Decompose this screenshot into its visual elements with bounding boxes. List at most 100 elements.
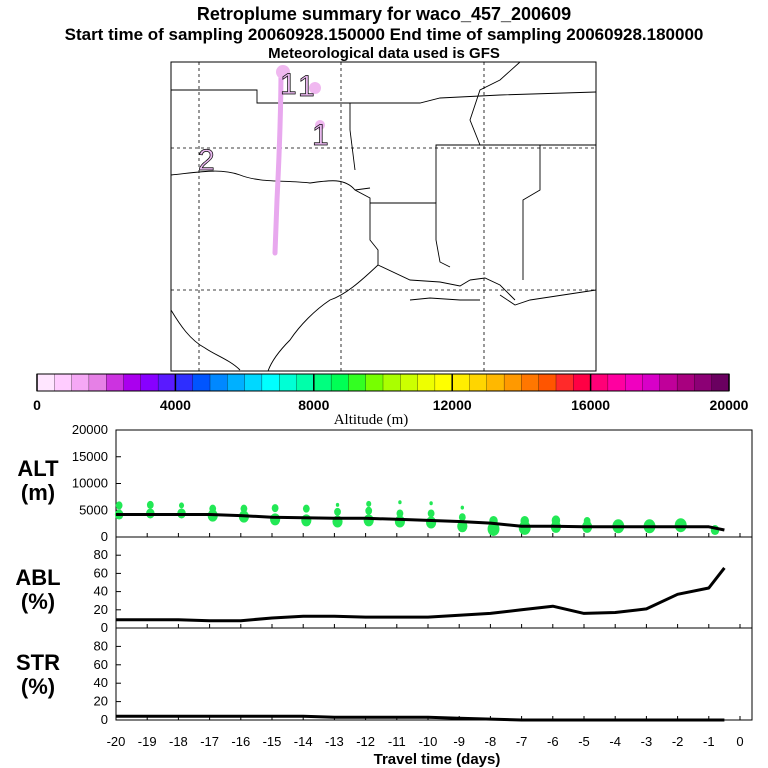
colorbar-cells xyxy=(36,373,730,392)
x-tick-label: -5 xyxy=(578,734,590,749)
series-line xyxy=(116,566,726,623)
altitude-point xyxy=(335,502,340,507)
cluster-labels: 1 1 1 2 xyxy=(198,68,329,178)
panel-0: 20000 15000 10000 5000 0 xyxy=(72,422,753,544)
altitude-point xyxy=(240,504,248,513)
x-tick-label: -13 xyxy=(325,734,344,749)
series-line xyxy=(116,513,725,532)
cluster-label: 1 xyxy=(298,70,315,103)
x-axis-title: Travel time (days) xyxy=(374,751,501,768)
altitude-point xyxy=(427,509,435,518)
altitude-point xyxy=(365,506,373,515)
y-tick-label: 15000 xyxy=(72,449,108,464)
met-data-note: Meteorological data used is GFS xyxy=(268,45,500,62)
x-tick-label: -17 xyxy=(200,734,219,749)
x-tick-label: -10 xyxy=(419,734,438,749)
series-line xyxy=(116,714,725,722)
str-panel-unit: (%) xyxy=(21,674,55,699)
x-tick-label: -1 xyxy=(703,734,715,749)
altitude-point xyxy=(146,500,154,509)
altitude-point xyxy=(583,516,591,525)
x-tick-label: -15 xyxy=(263,734,282,749)
altitude-point xyxy=(396,509,404,518)
x-tick-label: -4 xyxy=(609,734,621,749)
panel-1: 80 60 40 20 0 xyxy=(94,536,753,635)
altitude-point xyxy=(334,507,341,516)
x-tick-label: -8 xyxy=(485,734,497,749)
altitude-point xyxy=(551,515,561,526)
map-gridlines xyxy=(171,62,596,371)
y-tick-label: 5000 xyxy=(79,502,108,517)
altitude-point xyxy=(271,504,279,513)
altitude-point xyxy=(302,504,310,513)
colorbar-tick-label: 16000 xyxy=(571,397,610,413)
altitude-point xyxy=(209,504,217,513)
y-tick-label: 20 xyxy=(94,694,108,709)
panel-frame xyxy=(115,536,753,629)
altitude-point xyxy=(178,502,185,509)
map-borders xyxy=(170,61,597,372)
altitude-point xyxy=(398,500,402,505)
y-tick-label: 0 xyxy=(101,620,108,635)
colorbar-tick-label: 12000 xyxy=(433,397,472,413)
figure-title: Retroplume summary for waco_457_200609 xyxy=(196,4,572,24)
x-tick-label: -16 xyxy=(231,734,250,749)
map-frame xyxy=(170,61,597,372)
plume-path xyxy=(272,65,284,256)
x-tick-label: -18 xyxy=(169,734,188,749)
cluster-label: 1 xyxy=(312,119,329,152)
abl-panel-label: ABL xyxy=(15,565,60,590)
y-tick-label: 0 xyxy=(101,712,108,727)
colorbar-tick-label: 20000 xyxy=(710,397,749,413)
altitude-point xyxy=(458,513,466,522)
x-tick-label: -6 xyxy=(547,734,559,749)
colorbar-tick-label: 0 xyxy=(33,397,41,413)
sampling-times: Start time of sampling 20060928.150000 E… xyxy=(64,25,704,44)
y-tick-label: 80 xyxy=(94,638,108,653)
panel-frame xyxy=(115,627,753,721)
x-tick-label: -9 xyxy=(453,734,465,749)
plume-blob xyxy=(309,82,321,94)
x-tick-label: -11 xyxy=(388,734,406,749)
alt-panel-label: ALT xyxy=(17,456,59,481)
x-tick-label: -19 xyxy=(138,734,157,749)
cluster-label: 2 xyxy=(198,144,215,177)
x-tick-label: 0 xyxy=(736,734,743,749)
altitude-point xyxy=(366,500,372,507)
altitude-point xyxy=(457,520,468,533)
x-tick-label: -14 xyxy=(294,734,313,749)
y-tick-label: 60 xyxy=(94,565,108,580)
altitude-point xyxy=(363,514,374,527)
altitude-point xyxy=(674,518,687,533)
y-tick-label: 60 xyxy=(94,657,108,672)
colorbar-tick-label: 8000 xyxy=(298,397,329,413)
plume-blob xyxy=(276,65,290,79)
y-tick-label: 10000 xyxy=(72,476,108,491)
x-tick-label: -20 xyxy=(107,734,126,749)
colorbar-ticks: 0 4000 8000 12000 16000 20000 xyxy=(33,374,749,413)
abl-panel-unit: (%) xyxy=(21,589,55,614)
str-panel-label: STR xyxy=(16,650,60,675)
plume-blob xyxy=(315,120,325,130)
altitude-point xyxy=(487,521,500,536)
altitude-point xyxy=(460,505,465,510)
x-tick-label: -3 xyxy=(641,734,653,749)
altitude-point xyxy=(429,501,433,506)
y-tick-label: 40 xyxy=(94,675,108,690)
colorbar-tick-label: 4000 xyxy=(160,397,191,413)
plume-trajectory xyxy=(272,65,325,256)
y-tick-label: 20 xyxy=(94,602,108,617)
altitude-point xyxy=(520,515,529,526)
y-tick-label: 20000 xyxy=(72,422,108,437)
alt-panel-unit: (m) xyxy=(21,480,55,505)
y-tick-label: 40 xyxy=(94,584,108,599)
y-tick-label: 80 xyxy=(94,547,108,562)
colorbar-label: Altitude (m) xyxy=(334,412,409,428)
altitude-point xyxy=(115,501,123,510)
x-tick-label: -12 xyxy=(356,734,375,749)
